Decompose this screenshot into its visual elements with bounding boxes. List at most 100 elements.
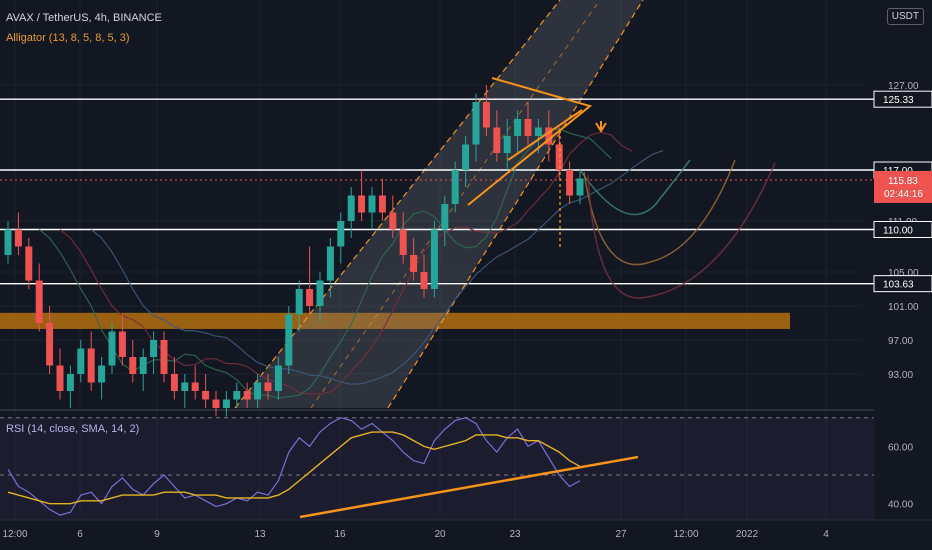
candle-body [233,391,241,400]
price-tag-label: 103.63 [883,280,914,291]
rsi-ma-line [7,431,581,505]
candle-body [285,314,293,366]
candle-body [98,365,106,383]
projection-path [579,159,691,216]
candle-body [212,399,220,408]
time-tick-label: 6 [77,529,83,540]
candle-body [56,365,64,391]
candle-body [150,340,158,357]
candle-body [77,348,85,374]
ascending-channel [234,0,644,409]
candle-body [87,348,95,383]
candle-body [274,365,282,391]
candle-body [472,102,480,145]
candle-body [254,382,262,400]
price-tag [873,275,932,293]
price-tick-label: 105.00 [888,268,919,279]
candle-body [202,391,210,400]
channel-mid-line [310,0,601,409]
candle-body [118,331,126,357]
rsi-pane [0,417,874,533]
rsi-tick-label: 60.00 [888,442,913,453]
candle-body [576,178,584,196]
projection-path [587,162,776,299]
candle-body [139,357,147,374]
price-tick-label: 93.00 [888,370,913,381]
support-zone-rect [0,312,790,329]
down-arrow-icon [595,121,607,133]
time-tick-label: 20 [434,529,446,540]
candle-body [347,195,355,221]
candle-body [482,102,490,128]
rsi-tick-label: 40.00 [888,500,913,511]
time-tick-label: 27 [615,529,627,540]
candle-body [378,195,386,213]
candle-body [493,127,501,153]
price-tick-label: 97.00 [888,336,913,347]
candle-body [358,195,366,213]
current-price-label: 115.83 [888,176,918,187]
chart-title: AVAX / TetherUS, 4h, BINANCE [6,12,162,24]
annotations [467,77,776,299]
candle-body [181,382,189,391]
candle-body [389,212,397,230]
candle-body [264,382,272,391]
channel-lower-line [387,0,644,409]
candle-body [566,170,574,196]
candle-body [14,229,22,247]
candle-body [25,246,33,281]
candle-body [368,195,376,213]
candle-body [35,280,43,323]
time-tick-label: 12:00 [673,529,698,540]
indicator-legend[interactable]: Alligator (13, 8, 5, 8, 5, 3) [6,32,130,44]
time-tick-label: 2022 [736,529,759,540]
time-axis-background [0,520,932,550]
triangle-pattern [467,77,593,206]
candle-body [430,229,438,289]
candle-body [410,255,418,272]
candle-body [243,391,251,400]
channel-upper-line [234,0,561,409]
candle-body [66,374,74,391]
time-tick-label: 4 [823,529,829,540]
price-tag [873,221,932,238]
candle-body [545,127,553,145]
candle-body [524,119,532,136]
time-tick-label: 12:00 [2,529,27,540]
countdown-label: 02:44:16 [884,189,923,200]
candle-body [462,144,470,170]
candle-body [46,323,54,366]
rsi-legend[interactable]: RSI (14, close, SMA, 14, 2) [6,423,140,435]
support-zone [0,312,790,329]
candle-body [108,331,116,366]
time-tick-label: 13 [254,529,266,540]
candle-body [399,229,407,255]
candle-body [295,289,303,315]
candle-body [129,357,137,374]
candle-body [316,280,324,306]
candles [4,85,664,417]
alligator-line [90,150,664,385]
channel-fill [235,0,643,408]
candle-body [160,340,168,374]
current-price-tag [874,170,932,203]
time-axis: 12:00 6 9 13 16 20 23 27 12:00 2022 4 [0,519,932,550]
price-axis: 93.0097.00101.00105.00111.00117.00127.00… [873,0,932,550]
candle-body [555,144,563,170]
price-tick-label: 127.00 [888,81,919,92]
price-tag-label: 110.00 [883,226,913,237]
price-tick-label: 101.00 [888,302,919,313]
price-tag [873,90,932,108]
candle-body [514,119,522,136]
candle-body [306,289,314,306]
candle-body [503,136,511,153]
candle-body [191,382,199,391]
currency-badge[interactable]: USDT [886,8,924,25]
time-tick-label: 23 [509,529,521,540]
candle-body [337,221,345,247]
candle-body [451,170,459,204]
candle-body [534,127,542,136]
candle-body [4,229,12,255]
projection-path [583,159,736,266]
